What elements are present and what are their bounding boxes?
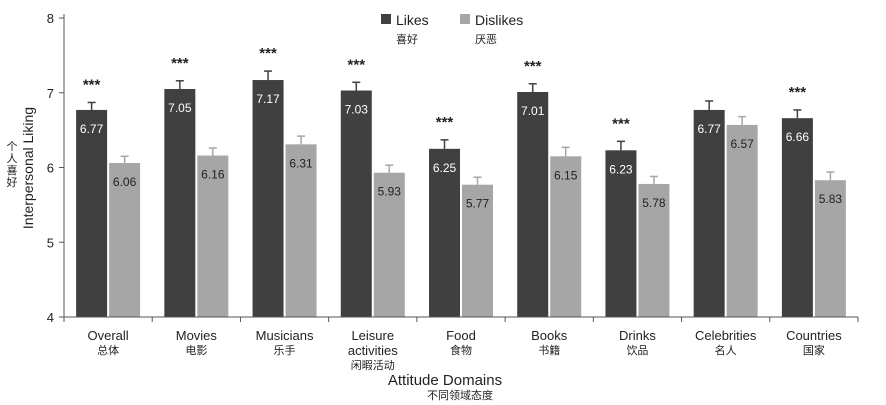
bar-dislikes	[726, 124, 758, 317]
x-tick-label-chinese: 电影	[185, 344, 207, 357]
bar-dislikes	[462, 184, 493, 317]
legend-swatch-likes	[381, 14, 391, 24]
y-axis-label-chinese-char: 喜	[7, 164, 18, 177]
significance-marker: ***	[612, 115, 630, 132]
x-tick-label: Movies	[176, 328, 218, 343]
y-tick-label: 7	[47, 86, 54, 101]
y-axis-label-chinese-char: 人	[7, 152, 18, 165]
significance-marker: ***	[171, 55, 189, 72]
x-tick-label: Overall	[88, 328, 129, 343]
data-label: 7.01	[521, 104, 545, 118]
significance-marker: ***	[348, 56, 366, 73]
data-label: 5.77	[466, 197, 490, 211]
data-label: 6.23	[609, 162, 633, 176]
y-axis-label-chinese-char: 个	[7, 140, 18, 153]
bar-dislikes	[197, 155, 229, 317]
significance-marker: ***	[83, 76, 101, 93]
bar-dislikes	[638, 183, 670, 317]
y-tick-label: 8	[47, 11, 54, 26]
legend-label-chinese: 厌恶	[475, 33, 497, 46]
significance-marker: ***	[789, 84, 807, 101]
x-tick-label-chinese: 饮品	[626, 344, 648, 357]
bar-likes	[164, 89, 196, 317]
data-label: 6.31	[289, 156, 313, 170]
data-label: 6.66	[786, 130, 810, 144]
data-label: 5.83	[819, 192, 843, 206]
x-tick-label: Leisure	[351, 328, 394, 343]
data-label: 6.15	[554, 168, 578, 182]
x-tick-label-chinese: 书籍	[538, 343, 560, 357]
legend-label: Dislikes	[475, 12, 523, 28]
x-axis-label: Attitude Domains	[388, 372, 502, 389]
x-tick-label-chinese: 闲暇活动	[351, 358, 395, 372]
bar-likes	[517, 92, 549, 317]
legend-label: Likes	[396, 12, 429, 28]
bar-likes	[252, 80, 284, 317]
bar-dislikes	[814, 180, 846, 317]
data-label: 5.78	[642, 196, 666, 210]
data-label: 6.25	[433, 161, 457, 175]
y-axis-label-chinese-char: 好	[7, 175, 18, 189]
significance-marker: ***	[524, 58, 542, 75]
data-label: 6.77	[697, 122, 721, 136]
bar-likes	[76, 109, 108, 317]
x-tick-label: Drinks	[619, 328, 656, 343]
data-label: 6.16	[201, 168, 225, 182]
bar-dislikes	[550, 156, 582, 317]
bar-dislikes	[285, 144, 317, 317]
x-tick-label-chinese: 食物	[450, 343, 472, 357]
significance-marker: ***	[259, 45, 277, 62]
y-tick-label: 6	[47, 161, 54, 176]
y-axis-label: Interpersonal Liking	[20, 107, 36, 229]
data-label: 6.57	[730, 137, 754, 151]
x-tick-label-chinese: 国家	[803, 343, 825, 357]
y-tick-label: 4	[47, 310, 54, 325]
x-axis-label-chinese: 不同领域态度	[427, 388, 493, 402]
x-tick-label: Celebrities	[695, 328, 757, 343]
bar-likes	[340, 90, 372, 317]
bar-likes	[605, 150, 637, 317]
x-tick-label: Countries	[786, 328, 842, 343]
x-tick-label-chinese: 乐手	[274, 343, 296, 357]
bar-likes	[693, 109, 725, 317]
x-tick-label-chinese: 名人	[715, 343, 737, 357]
data-label: 7.03	[345, 103, 369, 117]
x-tick-label: Musicians	[256, 328, 314, 343]
x-tick-label: activities	[348, 343, 398, 358]
bar-dislikes	[109, 163, 141, 317]
x-tick-label: Food	[446, 328, 476, 343]
data-label: 6.77	[80, 122, 104, 136]
bar-likes	[429, 148, 460, 317]
data-label: 7.17	[256, 92, 280, 106]
legend-label-chinese: 喜好	[396, 32, 418, 46]
y-tick-label: 5	[47, 235, 54, 250]
bar-likes	[781, 118, 813, 317]
legend-swatch-dislikes	[460, 14, 470, 24]
data-label: 6.06	[113, 175, 137, 189]
x-tick-label: Books	[531, 328, 568, 343]
data-label: 7.05	[168, 101, 192, 115]
bar-dislikes	[373, 172, 405, 317]
significance-marker: ***	[436, 114, 454, 131]
x-tick-label-chinese: 总体	[97, 343, 119, 357]
legend: Likes 喜好 Dislikes 厌恶	[381, 12, 523, 46]
data-label: 5.93	[378, 185, 402, 199]
